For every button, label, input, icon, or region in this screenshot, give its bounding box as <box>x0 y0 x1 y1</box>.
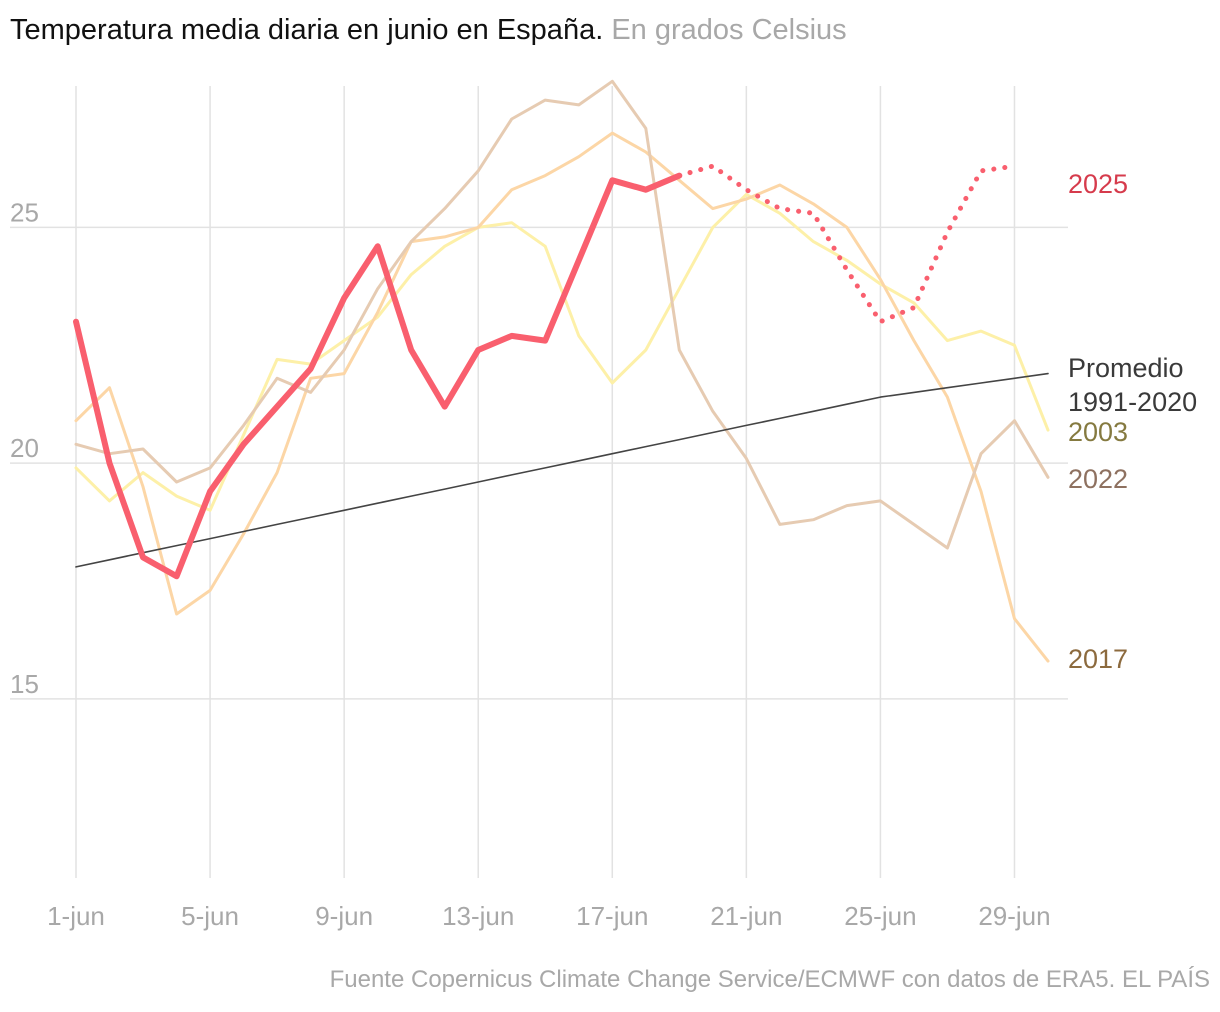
x-tick-label: 13-jun <box>442 901 514 931</box>
y-tick-label: 20 <box>10 433 39 463</box>
x-tick-label: 1-jun <box>47 901 105 931</box>
x-tick-label: 25-jun <box>844 901 916 931</box>
y-tick-label: 15 <box>10 669 39 699</box>
series-label-promedio-1991-2020-line1: Promedio <box>1068 353 1184 383</box>
series-label-promedio-1991-2020-line2: 1991-2020 <box>1068 387 1197 417</box>
x-tick-label: 9-jun <box>315 901 373 931</box>
series-line-2025-forecast <box>676 163 1017 325</box>
title-main: Temperatura media diaria en junio en Esp… <box>10 14 604 46</box>
series-line-2022 <box>74 79 1050 550</box>
x-tick-label: 29-jun <box>978 901 1050 931</box>
series-label-2025: 2025 <box>1068 169 1128 199</box>
series-label-2017: 2017 <box>1068 644 1128 674</box>
series-layer <box>73 79 1050 663</box>
x-tick-label: 5-jun <box>181 901 239 931</box>
x-tick-label: 17-jun <box>576 901 648 931</box>
label-layer: 2003 2017 2022 Promedio 1991-2020 2025 <box>1068 169 1197 674</box>
grid-layer <box>10 86 1068 878</box>
source-note: Fuente Copernicus Climate Change Service… <box>329 966 1210 993</box>
series-line-2017 <box>74 131 1050 663</box>
y-tick-label: 25 <box>10 197 39 227</box>
series-line-2025-observed <box>73 172 683 580</box>
title-subtitle: En grados Celsius <box>611 14 847 46</box>
chart-title: Temperatura media diaria en junio en Esp… <box>10 14 847 47</box>
series-line-promedio-1991-2020 <box>75 372 1049 568</box>
x-tick-label: 21-jun <box>710 901 782 931</box>
series-label-2022: 2022 <box>1068 464 1128 494</box>
tick-layer: 1-jun 5-jun 9-jun 13-jun 17-jun 21-jun 25-jun 2… <box>10 197 1051 931</box>
series-label-2003: 2003 <box>1068 417 1128 447</box>
